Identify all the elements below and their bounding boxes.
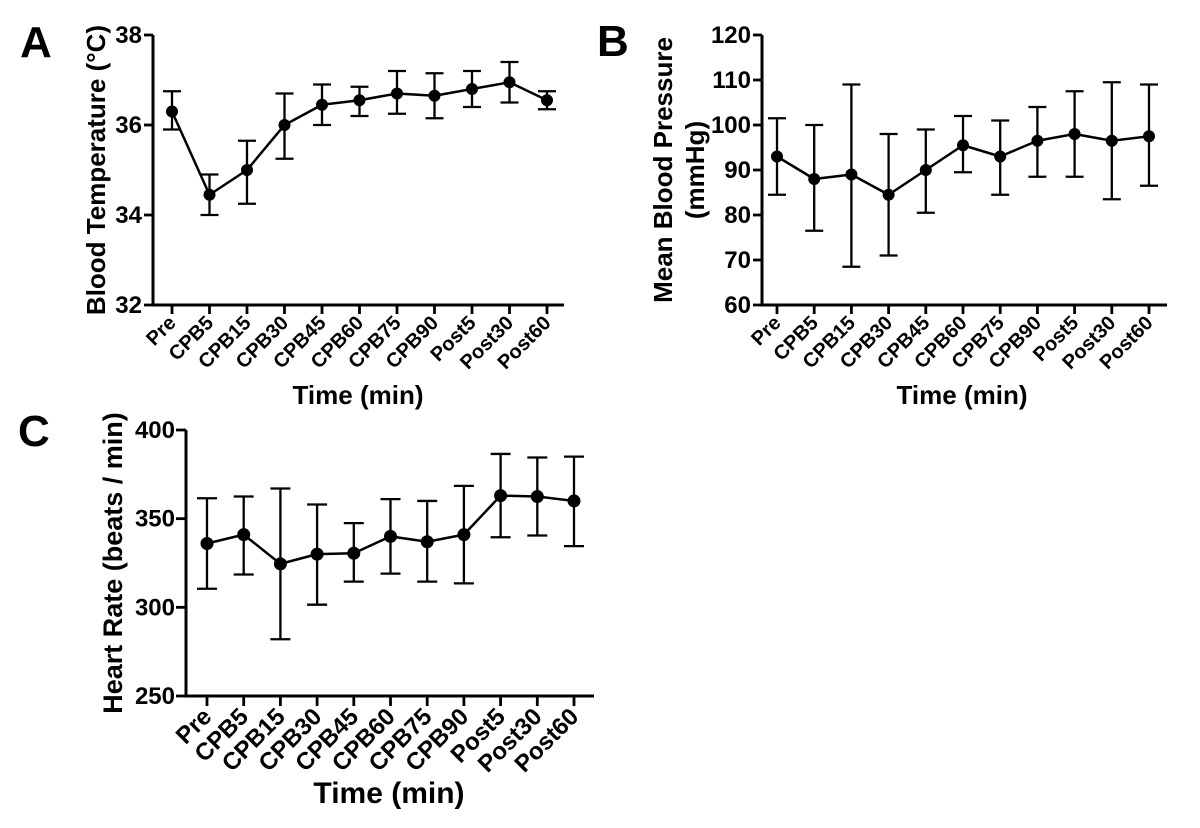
panel-A-point-Post60 [541, 94, 553, 107]
panel-A-ytick-36: 36 [115, 112, 142, 139]
panel-B-xlabel: Time (min) [897, 380, 1028, 410]
panel-B-point-CPB5 [808, 173, 821, 185]
panel-A-point-CPB30 [278, 119, 291, 131]
panel-C-ytick-400: 400 [135, 417, 175, 444]
panel-B-ylabel-line1: Mean Blood Pressure [648, 37, 678, 303]
panel-A-ytick-34: 34 [115, 202, 142, 229]
panel-B-point-Pre [771, 150, 783, 163]
panel-B-point-CPB45 [919, 164, 932, 176]
panel-B-point-CPB75 [994, 150, 1007, 163]
panel-C-point-CPB60 [384, 529, 397, 543]
panel-C-point-CPB75 [420, 535, 434, 549]
panel-C-point-CPB30 [310, 547, 324, 561]
panel-B-ytick-80: 80 [724, 202, 751, 229]
panel-C-point-Post5 [494, 489, 508, 503]
panel-B-point-Post5 [1068, 128, 1081, 140]
panel-B-point-CPB15 [845, 168, 858, 181]
panel-B-ylabel-line2: (mmHg) [680, 121, 710, 219]
panel-B-ytick-100: 100 [711, 112, 751, 139]
panel-C-point-Post30 [530, 490, 544, 503]
panel-B-point-CPB30 [882, 188, 895, 201]
panel-A-point-CPB5 [203, 188, 216, 201]
panel-B-ytick-90: 90 [724, 157, 751, 184]
panel-C-point-CPB15 [273, 557, 287, 571]
panel-A-point-CPB90 [428, 89, 441, 102]
panel-B-ytick-120: 120 [711, 22, 751, 49]
panel-C-point-CPB90 [457, 528, 471, 542]
panel-C: C250300350400PreCPB5CPB15CPB30CPB45CPB60… [18, 407, 594, 810]
panel-B-point-Post30 [1105, 134, 1118, 147]
panel-A-point-Pre [166, 105, 178, 118]
panel-B-point-CPB60 [957, 139, 969, 152]
panel-letter-C: C [18, 407, 50, 456]
panel-C-ylabel-line1: Heart Rate (beats / min) [98, 412, 128, 714]
panel-C-point-Post60 [567, 494, 581, 508]
panel-B-point-CPB90 [1031, 134, 1044, 147]
panel-A-point-Post5 [466, 83, 478, 95]
panel-A: A32343638PreCPB5CPB15CPB30CPB45CPB60CPB7… [20, 18, 564, 410]
panel-A-point-CPB45 [316, 98, 328, 111]
panel-C-ytick-350: 350 [135, 506, 175, 533]
panel-letter-A: A [20, 18, 52, 67]
panel-B: B60708090100110120PreCPB5CPB15CPB30CPB45… [597, 17, 1167, 410]
panel-A-ylabel-line1: Blood Temperature (°C) [81, 25, 111, 315]
panel-A-ytick-38: 38 [115, 22, 142, 49]
panel-A-xlabel: Time (min) [293, 380, 424, 410]
panel-C-ytick-300: 300 [135, 594, 175, 621]
panel-C-point-Pre [200, 536, 214, 550]
panel-letter-B: B [597, 17, 629, 66]
panel-B-ytick-70: 70 [724, 247, 751, 274]
panel-C-point-CPB5 [237, 528, 251, 542]
panel-A-point-CPB60 [353, 94, 366, 107]
panel-C-point-CPB45 [347, 546, 361, 560]
panel-C-ytick-250: 250 [135, 683, 175, 710]
panel-C-xlabel: Time (min) [313, 777, 464, 810]
panel-A-point-CPB75 [391, 87, 403, 100]
panel-B-point-Post60 [1143, 130, 1155, 143]
panel-B-ytick-60: 60 [724, 292, 751, 319]
panel-A-point-CPB15 [241, 164, 253, 176]
panel-B-ytick-110: 110 [712, 67, 751, 94]
panel-A-point-Post30 [503, 76, 516, 89]
panel-A-ytick-32: 32 [115, 292, 142, 319]
